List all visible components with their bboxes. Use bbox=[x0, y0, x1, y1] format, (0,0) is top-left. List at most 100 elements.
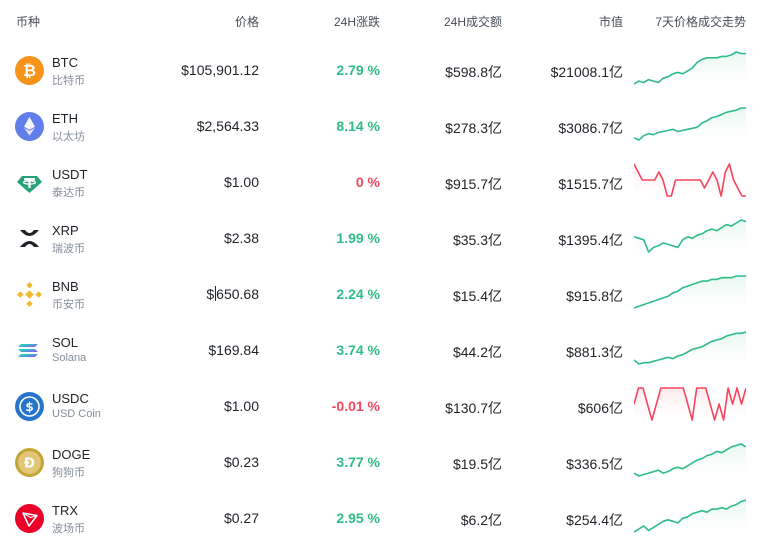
coin-name: 狗狗币 bbox=[52, 467, 85, 479]
sparkline-line bbox=[634, 387, 746, 421]
coin-change: 2.24 % bbox=[336, 286, 380, 302]
price-prefix: $ bbox=[206, 286, 215, 302]
coin-name: 瑞波币 bbox=[52, 243, 85, 255]
coin-name: 泰达币 bbox=[52, 187, 85, 199]
bnb-icon bbox=[15, 280, 44, 309]
coin-price: $105,901.12 bbox=[181, 62, 259, 78]
coin-symbol[interactable]: TRX bbox=[52, 503, 78, 518]
coin-change: 8.14 % bbox=[336, 118, 380, 134]
coin-name: 以太坊 bbox=[52, 131, 85, 143]
sparkline-line bbox=[634, 107, 746, 141]
sparkline-chart bbox=[634, 331, 746, 372]
coin-volume: $44.2亿 bbox=[452, 344, 502, 360]
sparkline-chart bbox=[634, 387, 746, 428]
tron-icon bbox=[15, 504, 44, 533]
svg-text:$: $ bbox=[25, 400, 33, 414]
coin-volume: $278.3亿 bbox=[445, 120, 502, 136]
coin-row-trx[interactable]: TRX 波场币 $0.27 2.95 % $6.2亿 $254.4亿 bbox=[0, 490, 760, 546]
sparkline-area bbox=[634, 444, 746, 484]
coin-change: 3.74 % bbox=[336, 342, 380, 358]
coin-name: 币安币 bbox=[52, 299, 85, 311]
coin-volume: $19.5亿 bbox=[452, 456, 502, 472]
sparkline-chart bbox=[634, 51, 746, 92]
coin-market-cap: $1395.4亿 bbox=[558, 232, 623, 248]
dogecoin-icon: Ð bbox=[15, 448, 44, 477]
sparkline-area bbox=[634, 164, 746, 204]
coin-symbol[interactable]: USDC bbox=[52, 391, 89, 406]
coin-market-cap: $21008.1亿 bbox=[550, 64, 623, 80]
coin-symbol[interactable]: USDT bbox=[52, 167, 88, 182]
coin-price: $1.00 bbox=[223, 174, 259, 190]
coin-row-btc[interactable]: ₿ BTC 比特币 $105,901.12 2.79 % $598.8亿 $21… bbox=[0, 42, 760, 98]
coin-market-cap: $336.5亿 bbox=[566, 456, 623, 472]
coin-symbol[interactable]: SOL bbox=[52, 335, 79, 350]
coin-symbol[interactable]: XRP bbox=[52, 223, 79, 238]
header-trend: 7天价格成交走势 bbox=[655, 15, 746, 29]
coin-row-eth[interactable]: ETH 以太坊 $2,564.33 8.14 % $278.3亿 $3086.7… bbox=[0, 98, 760, 154]
coin-row-xrp[interactable]: XRP 瑞波币 $2.38 1.99 % $35.3亿 $1395.4亿 bbox=[0, 210, 760, 266]
ethereum-icon bbox=[15, 112, 44, 141]
sparkline-line bbox=[634, 219, 746, 253]
sparkline-chart bbox=[634, 443, 746, 484]
sparkline-area bbox=[634, 52, 746, 92]
sparkline-chart bbox=[634, 107, 746, 148]
usdc-icon: $ bbox=[15, 392, 44, 421]
coin-market-cap: $881.3亿 bbox=[566, 344, 623, 360]
sparkline-line bbox=[634, 163, 746, 197]
coin-price: $650.68 bbox=[206, 286, 259, 302]
sparkline-area bbox=[634, 276, 746, 316]
header-market-cap[interactable]: 市值 bbox=[598, 15, 623, 29]
sparkline-line bbox=[634, 443, 746, 477]
coin-row-doge[interactable]: Ð DOGE 狗狗币 $0.23 3.77 % $19.5亿 $336.5亿 bbox=[0, 434, 760, 490]
coin-row-bnb[interactable]: BNB 币安币 $650.68 2.24 % $15.4亿 $915.8亿 bbox=[0, 266, 760, 322]
sparkline-line bbox=[634, 331, 746, 365]
coin-symbol[interactable]: BNB bbox=[52, 279, 79, 294]
coin-market-cap: $254.4亿 bbox=[566, 512, 623, 528]
xrp-icon bbox=[15, 224, 44, 253]
sparkline-chart bbox=[634, 219, 746, 260]
price-rest: 650.68 bbox=[216, 286, 259, 302]
coin-price: $2.38 bbox=[223, 230, 259, 246]
coin-change: 3.77 % bbox=[336, 454, 380, 470]
coin-market-cap: $3086.7亿 bbox=[558, 120, 623, 136]
coin-price: $0.27 bbox=[223, 510, 259, 526]
coin-market-cap: $915.8亿 bbox=[566, 288, 623, 304]
coin-volume: $6.2亿 bbox=[460, 512, 502, 528]
coin-volume: $598.8亿 bbox=[445, 64, 502, 80]
coin-change: 0 % bbox=[355, 174, 380, 190]
sparkline-line bbox=[634, 51, 746, 85]
header-volume[interactable]: 24H成交额 bbox=[443, 15, 502, 29]
sparkline-chart bbox=[634, 163, 746, 204]
coin-symbol[interactable]: BTC bbox=[52, 55, 78, 70]
coin-change: 2.95 % bbox=[336, 510, 380, 526]
header-price[interactable]: 价格 bbox=[234, 15, 259, 29]
coin-symbol[interactable]: DOGE bbox=[52, 447, 91, 462]
coin-volume: $15.4亿 bbox=[452, 288, 502, 304]
coin-price: $2,564.33 bbox=[196, 118, 259, 134]
sparkline-line bbox=[634, 275, 746, 309]
sparkline-chart bbox=[634, 275, 746, 316]
sparkline-area bbox=[634, 332, 746, 372]
coin-price: $1.00 bbox=[223, 398, 259, 414]
coin-row-sol[interactable]: SOL Solana $169.84 3.74 % $44.2亿 $881.3亿 bbox=[0, 322, 760, 378]
coin-volume: $35.3亿 bbox=[452, 232, 502, 248]
solana-icon bbox=[15, 336, 44, 365]
svg-text:Ð: Ð bbox=[24, 457, 35, 472]
coin-row-usdc[interactable]: $ USDC USD Coin $1.00 -0.01 % $130.7亿 $6… bbox=[0, 378, 760, 434]
header-coin: 币种 bbox=[16, 15, 41, 29]
sparkline-area bbox=[634, 388, 746, 428]
coin-name: USD Coin bbox=[52, 408, 101, 420]
sparkline-chart bbox=[634, 499, 746, 540]
coin-name: 波场币 bbox=[52, 523, 85, 535]
coin-price: $169.84 bbox=[208, 342, 259, 358]
coin-row-usdt[interactable]: USDT 泰达币 $1.00 0 % $915.7亿 $1515.7亿 bbox=[0, 154, 760, 210]
header-change[interactable]: 24H涨跌 bbox=[333, 15, 380, 29]
svg-text:₿: ₿ bbox=[23, 61, 36, 80]
coin-volume: $130.7亿 bbox=[445, 400, 502, 416]
table-header: 币种 价格 24H涨跌 24H成交额 市值 7天价格成交走势 bbox=[0, 0, 760, 42]
sparkline-area bbox=[634, 500, 746, 540]
coin-volume: $915.7亿 bbox=[445, 176, 502, 192]
coin-price: $0.23 bbox=[223, 454, 259, 470]
coin-symbol[interactable]: ETH bbox=[52, 111, 78, 126]
sparkline-area bbox=[634, 108, 746, 148]
